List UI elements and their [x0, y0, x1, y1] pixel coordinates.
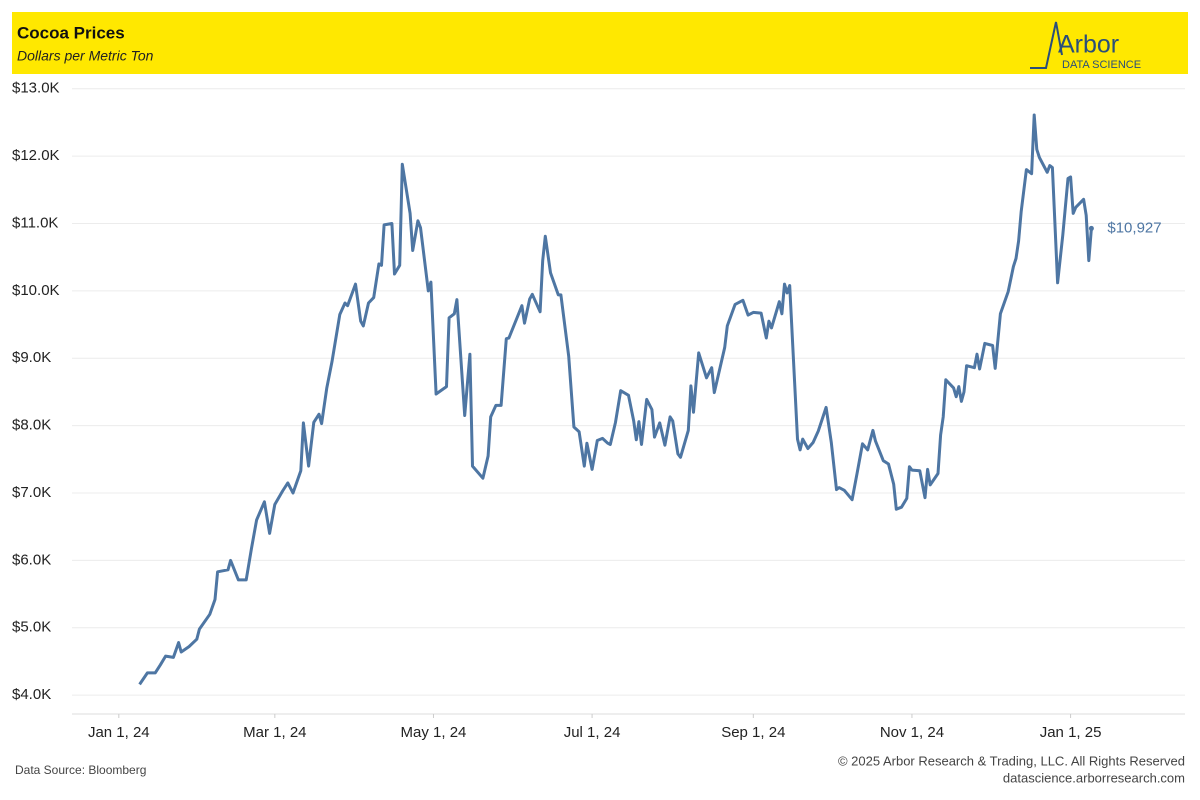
website: datascience.arborresearch.com: [1003, 770, 1185, 785]
x-tick-label: Nov 1, 24: [880, 724, 944, 741]
x-tick-label: Sep 1, 24: [721, 724, 785, 741]
y-tick-label: $4.0K: [12, 686, 51, 703]
y-tick-label: $13.0K: [12, 80, 60, 97]
y-tick-label: $11.0K: [12, 214, 58, 231]
end-label: $10,927: [1107, 219, 1161, 236]
price-line: [138, 113, 1093, 686]
x-tick-label: Jul 1, 24: [564, 724, 621, 741]
y-tick-label: $12.0K: [12, 147, 60, 164]
x-tick-label: Mar 1, 24: [243, 724, 306, 741]
y-tick-label: $6.0K: [12, 551, 51, 568]
header-band: [12, 12, 1188, 74]
copyright: © 2025 Arbor Research & Trading, LLC. Al…: [838, 753, 1185, 768]
y-tick-label: $5.0K: [12, 619, 51, 636]
end-point: [1088, 225, 1094, 231]
logo-tagline: DATA SCIENCE: [1062, 59, 1141, 71]
y-tick-label: $7.0K: [12, 484, 51, 501]
x-tick-label: May 1, 24: [401, 724, 467, 741]
logo-mark: [1030, 21, 1063, 69]
chart-subtitle: Dollars per Metric Ton: [17, 48, 154, 64]
y-tick-label: $10.0K: [12, 282, 60, 299]
source: Data Source: Bloomberg: [15, 763, 146, 777]
y-tick-label: $8.0K: [12, 417, 51, 434]
x-tick-label: Jan 1, 25: [1040, 724, 1102, 741]
logo-name: Arbor: [1058, 31, 1119, 59]
chart-title: Cocoa Prices: [17, 23, 125, 42]
y-tick-label: $9.0K: [12, 349, 51, 366]
x-tick-label: Jan 1, 24: [88, 724, 150, 741]
